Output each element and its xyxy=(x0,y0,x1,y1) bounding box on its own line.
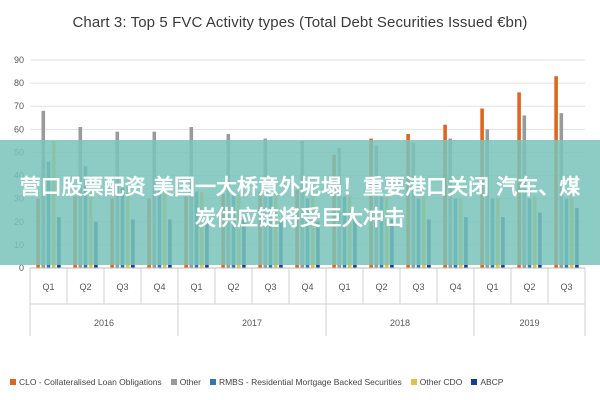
legend-label: Other xyxy=(179,377,201,387)
x-tick-label: Q2 xyxy=(375,282,387,292)
news-banner-overlay: 营口股票配资 美国一大桥意外坭塌！重要港口关闭 汽车、煤炭供应链将受巨大冲击 xyxy=(0,140,600,265)
news-headline: 营口股票配资 美国一大桥意外坭塌！重要港口关闭 汽车、煤炭供应链将受巨大冲击 xyxy=(19,174,581,230)
legend-item: Other CDO xyxy=(410,377,463,387)
legend-label: CLO - Collateralised Loan Obligations xyxy=(19,377,162,387)
chart-title: Chart 3: Top 5 FVC Activity types (Total… xyxy=(72,14,528,31)
legend-swatch xyxy=(10,379,16,385)
year-label: 2016 xyxy=(94,318,114,328)
x-tick-label: Q2 xyxy=(227,282,239,292)
legend-label: ABCP xyxy=(480,377,504,387)
legend-label: Other CDO xyxy=(419,377,463,387)
y-tick-label: 0 xyxy=(19,263,24,273)
x-tick-label: Q1 xyxy=(42,282,54,292)
y-tick-label: 80 xyxy=(14,78,24,88)
x-tick-label: Q2 xyxy=(523,282,535,292)
legend-swatch xyxy=(410,379,417,385)
year-label: 2017 xyxy=(242,318,262,328)
y-tick-label: 70 xyxy=(14,101,24,111)
x-tick-label: Q3 xyxy=(412,282,424,292)
x-tick-label: Q1 xyxy=(338,282,350,292)
x-tick-label: Q1 xyxy=(190,282,202,292)
x-tick-label: Q3 xyxy=(116,282,128,292)
legend-item: CLO - Collateralised Loan Obligations xyxy=(10,377,162,387)
year-label: 2018 xyxy=(390,318,410,328)
x-tick-label: Q4 xyxy=(153,282,165,292)
x-tick-label: Q1 xyxy=(486,282,498,292)
legend-item: Other xyxy=(170,377,201,387)
legend-swatch xyxy=(209,379,216,385)
legend-item: RMBS - Residential Mortgage Backed Secur… xyxy=(209,377,402,387)
x-tick-label: Q4 xyxy=(449,282,461,292)
year-label: 2019 xyxy=(519,318,539,328)
chart-legend: CLO - Collateralised Loan Obligations Oth… xyxy=(10,377,600,387)
y-tick-label: 60 xyxy=(14,124,24,134)
x-tick-label: Q3 xyxy=(264,282,276,292)
legend-swatch xyxy=(170,379,177,385)
y-tick-label: 90 xyxy=(14,55,24,65)
legend-label: RMBS - Residential Mortgage Backed Secur… xyxy=(218,377,402,387)
x-tick-label: Q3 xyxy=(560,282,572,292)
legend-swatch xyxy=(471,379,478,385)
x-tick-label: Q2 xyxy=(79,282,91,292)
x-tick-label: Q4 xyxy=(301,282,313,292)
legend-item: ABCP xyxy=(471,377,503,387)
